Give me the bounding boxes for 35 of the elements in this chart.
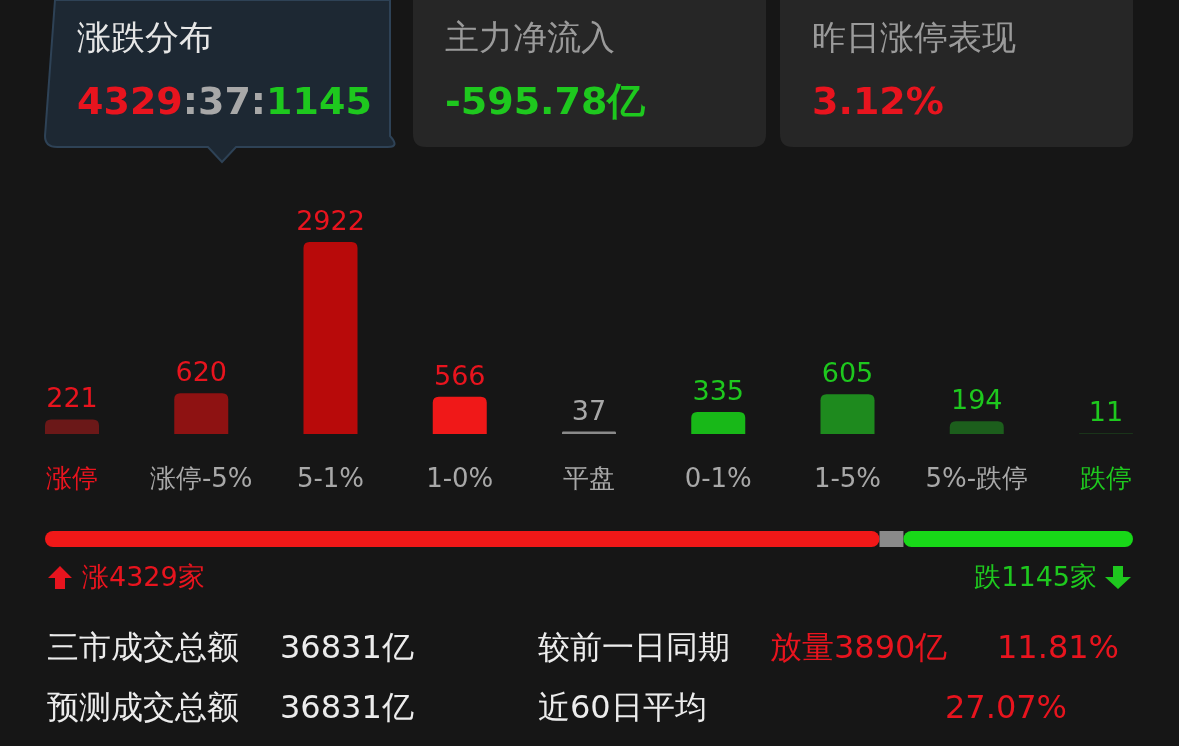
x-tick-label: 1-0% (426, 463, 494, 493)
x-tick-label: 1-5% (813, 463, 882, 493)
data-label: 335 (692, 374, 745, 406)
text: 预测成交总额 (47, 688, 239, 726)
text: 4329:37:1145 (77, 79, 372, 123)
data-label: 37 (571, 394, 607, 426)
data-label: 566 (433, 359, 486, 391)
data-label: 605 (821, 357, 874, 389)
x-tick-label: 0-1% (684, 463, 752, 493)
x-tick-label: 5%-跌停 (925, 463, 1029, 493)
x-tick-label: 涨停 (46, 463, 98, 493)
x-tick-label: 涨停-5% (149, 463, 253, 493)
text: 涨4329家 (82, 561, 205, 592)
data-label: 11 (1088, 396, 1124, 428)
text: 跌1145家 (974, 561, 1097, 592)
text: 昨日涨停表现 (812, 17, 1016, 57)
text: 36831亿 (280, 628, 414, 666)
text: 三市成交总额 (47, 628, 239, 666)
data-label: 194 (950, 384, 1003, 416)
text: -595.78亿 (445, 79, 647, 123)
text: 涨跌分布 (77, 17, 213, 57)
text: 27.07% (945, 688, 1068, 726)
x-tick-label: 5-1% (296, 463, 365, 493)
text: 近60日平均 (538, 688, 707, 726)
x-tick-label: 跌停 (1080, 463, 1132, 493)
data-label: 221 (46, 382, 98, 414)
x-tick-label: 平盘 (563, 463, 615, 493)
text: 较前一日同期 (538, 628, 730, 666)
text: 主力净流入 (445, 17, 615, 57)
text: 3.12% (812, 79, 944, 123)
data-label: 2922 (296, 205, 365, 236)
text: 36831亿 (280, 688, 414, 726)
text: 11.81% (997, 628, 1120, 666)
text: 放量3890亿 (770, 628, 948, 666)
data-label: 620 (175, 356, 228, 388)
